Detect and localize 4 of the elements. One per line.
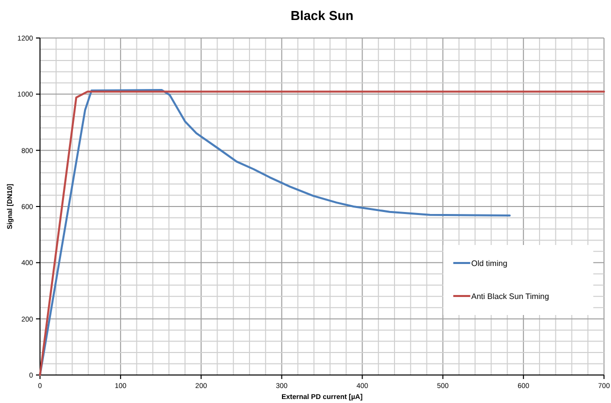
legend-label: Old timing [471, 259, 508, 268]
chart-title: Black Sun [290, 8, 354, 23]
legend-label: Anti Black Sun Timing [471, 292, 550, 301]
line-series [39, 88, 511, 376]
